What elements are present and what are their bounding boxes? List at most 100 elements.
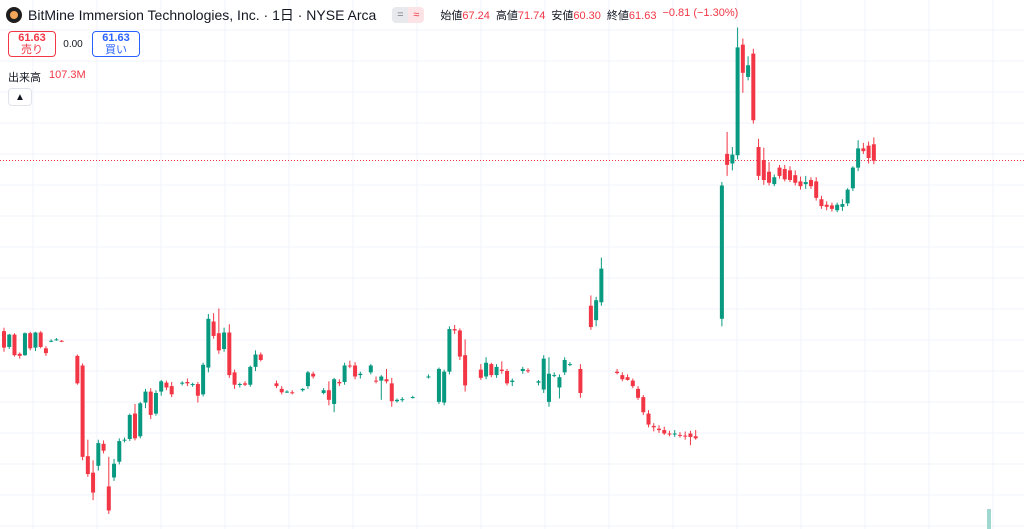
candle-body	[117, 441, 122, 462]
symbol-title[interactable]: BitMine Immersion Technologies, Inc. · 1…	[28, 7, 377, 23]
candle-body	[484, 362, 489, 377]
candle-body	[227, 332, 232, 376]
candle-body	[201, 364, 206, 395]
candle-body	[662, 430, 667, 434]
candle-body	[374, 380, 379, 382]
candle-body	[185, 381, 190, 384]
candle-body	[798, 181, 803, 187]
candle-body	[688, 433, 693, 437]
candle-body	[91, 472, 96, 493]
candle-body	[112, 463, 117, 478]
candle-body	[169, 386, 174, 395]
candle-body	[499, 369, 504, 371]
candle-body	[756, 147, 761, 176]
candle-body	[395, 399, 399, 402]
candle-body	[567, 364, 572, 366]
candle-body	[840, 204, 845, 207]
collapse-legend-button[interactable]: ▲	[8, 88, 32, 106]
candle-body	[400, 399, 405, 401]
open-label: 始値	[440, 10, 463, 22]
candle-body	[452, 329, 457, 331]
candle-body	[133, 413, 137, 439]
candle-body	[861, 148, 866, 152]
candle-body	[819, 199, 824, 207]
candle-body	[22, 333, 27, 356]
candle-body	[342, 365, 347, 382]
candle-body	[814, 181, 819, 198]
candle-body	[772, 177, 777, 185]
candle-body	[127, 414, 132, 440]
buy-button[interactable]: 61.63 買い	[92, 31, 140, 57]
candle-body	[59, 340, 64, 342]
candle-body	[520, 368, 525, 371]
candle-body	[725, 153, 730, 165]
candle-body	[153, 392, 158, 414]
sell-button[interactable]: 61.63 売り	[8, 31, 56, 57]
candle-body	[33, 332, 38, 348]
candle-body	[216, 333, 221, 351]
candle-body	[594, 300, 599, 321]
candle-body	[38, 332, 43, 347]
trade-buttons: 61.63 売り 0.00 61.63 買い	[8, 31, 140, 57]
candle-body	[478, 369, 483, 378]
sell-price: 61.63	[18, 32, 46, 44]
chevron-up-icon: ▲	[15, 91, 25, 103]
candle-body	[379, 376, 384, 381]
candle-body	[641, 397, 646, 413]
volume-legend[interactable]: 出来高 107.3M	[8, 69, 86, 85]
candle-body	[148, 391, 153, 415]
candle-body	[719, 185, 724, 319]
high-value: 71.74	[517, 10, 546, 22]
candle-body	[243, 383, 248, 385]
candle-body	[290, 392, 295, 394]
market-status-badge[interactable]: =	[392, 7, 409, 23]
candle-body	[562, 359, 567, 373]
candle-body	[75, 355, 80, 384]
candle-body	[206, 318, 211, 368]
candle-body	[546, 373, 551, 402]
candle-body	[463, 355, 468, 386]
candle-body	[274, 383, 279, 387]
candle-body	[835, 204, 840, 211]
candle-body	[300, 388, 305, 391]
candle-body	[646, 413, 651, 425]
candle-body	[746, 65, 751, 77]
candle-body	[49, 340, 54, 342]
candle-body	[457, 330, 462, 357]
candle-body	[536, 381, 541, 383]
candle-body	[777, 167, 782, 176]
ohlc-values: 始値67.24 高値71.74 安値60.30 終値61.63 −0.81 (−…	[440, 7, 738, 23]
candle-body	[143, 391, 148, 403]
candle-body	[683, 435, 688, 437]
candle-body	[808, 179, 813, 187]
open-value: 67.24	[462, 10, 490, 22]
candle-body	[311, 373, 316, 377]
candle-body	[332, 379, 337, 404]
candle-body	[866, 145, 871, 159]
candle-body	[237, 384, 242, 386]
candle-body	[599, 268, 604, 303]
candle-body	[672, 433, 677, 435]
candle-body	[824, 204, 829, 207]
status-badges: = ≈	[392, 7, 425, 23]
candle-body	[389, 383, 394, 402]
candle-body	[96, 443, 101, 466]
candle-body	[730, 154, 735, 164]
candle-body	[615, 371, 620, 374]
sell-label: 売り	[21, 44, 43, 56]
delayed-data-badge[interactable]: ≈	[408, 7, 425, 23]
candle-body	[101, 443, 106, 451]
candle-body	[489, 364, 494, 376]
candle-body	[180, 382, 185, 384]
candle-body	[232, 372, 237, 385]
candle-body	[43, 348, 48, 354]
candle-body	[557, 377, 562, 388]
candle-body	[667, 433, 672, 435]
candle-body	[85, 456, 90, 475]
candle-body	[651, 425, 656, 428]
candle-body	[222, 332, 227, 350]
candle-body	[28, 333, 33, 349]
candle-body	[347, 365, 352, 367]
volume-label: 出来高	[8, 72, 41, 84]
